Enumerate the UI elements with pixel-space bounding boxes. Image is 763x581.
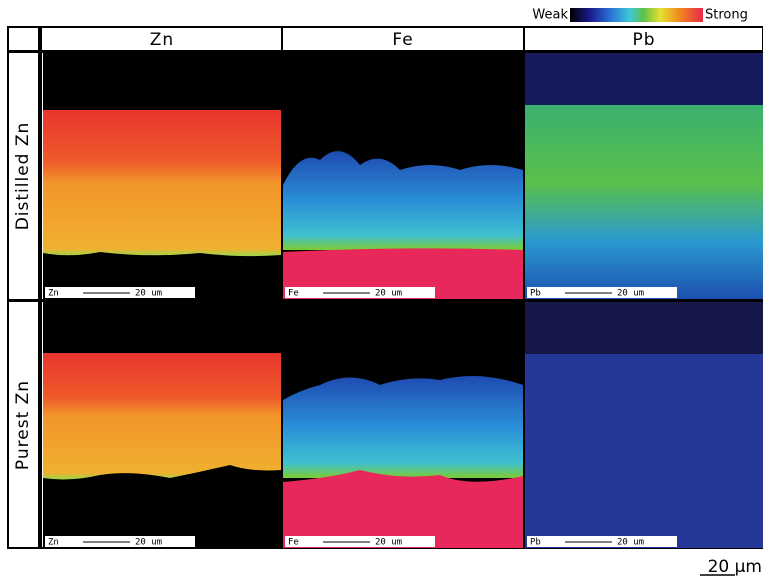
panel-element: Pb [530, 289, 541, 299]
row-label: Distilled Zn [13, 122, 33, 231]
divider [8, 50, 763, 53]
panel-scale: 20 um [135, 289, 162, 299]
map-layer [43, 110, 281, 257]
divider [38, 27, 42, 548]
legend-weak: Weak [532, 8, 568, 23]
panel-element: Pb [530, 538, 541, 548]
map-layer [43, 353, 281, 480]
divider [8, 299, 763, 302]
column-header: Fe [392, 30, 413, 50]
map-layer [283, 376, 523, 478]
map-layer [283, 470, 523, 548]
column-header: Zn [150, 30, 174, 50]
map-layer [525, 302, 763, 354]
scale-bar-label: 20 μm [708, 557, 762, 577]
panel-scale: 20 um [375, 289, 402, 299]
panel-scale: 20 um [375, 538, 402, 548]
column-header: Pb [632, 30, 655, 50]
panel-element: Zn [48, 289, 59, 299]
panel-element: Fe [288, 538, 299, 548]
panel-scale: 20 um [617, 538, 644, 548]
panel-element: Zn [48, 538, 59, 548]
colorbar [570, 8, 703, 22]
panel-scale: 20 um [617, 289, 644, 299]
panel-scale: 20 um [135, 538, 162, 548]
row-label: Purest Zn [13, 380, 33, 470]
map-layer [283, 151, 523, 250]
map-layer [525, 105, 763, 299]
map-layer [283, 248, 523, 299]
legend-strong: Strong [705, 8, 748, 23]
labels: Zn Fe Pb Distilled Zn Zn 20 um Fe 20 um Pb 20 um P… [13, 30, 677, 548]
panel-element: Fe [288, 289, 299, 299]
